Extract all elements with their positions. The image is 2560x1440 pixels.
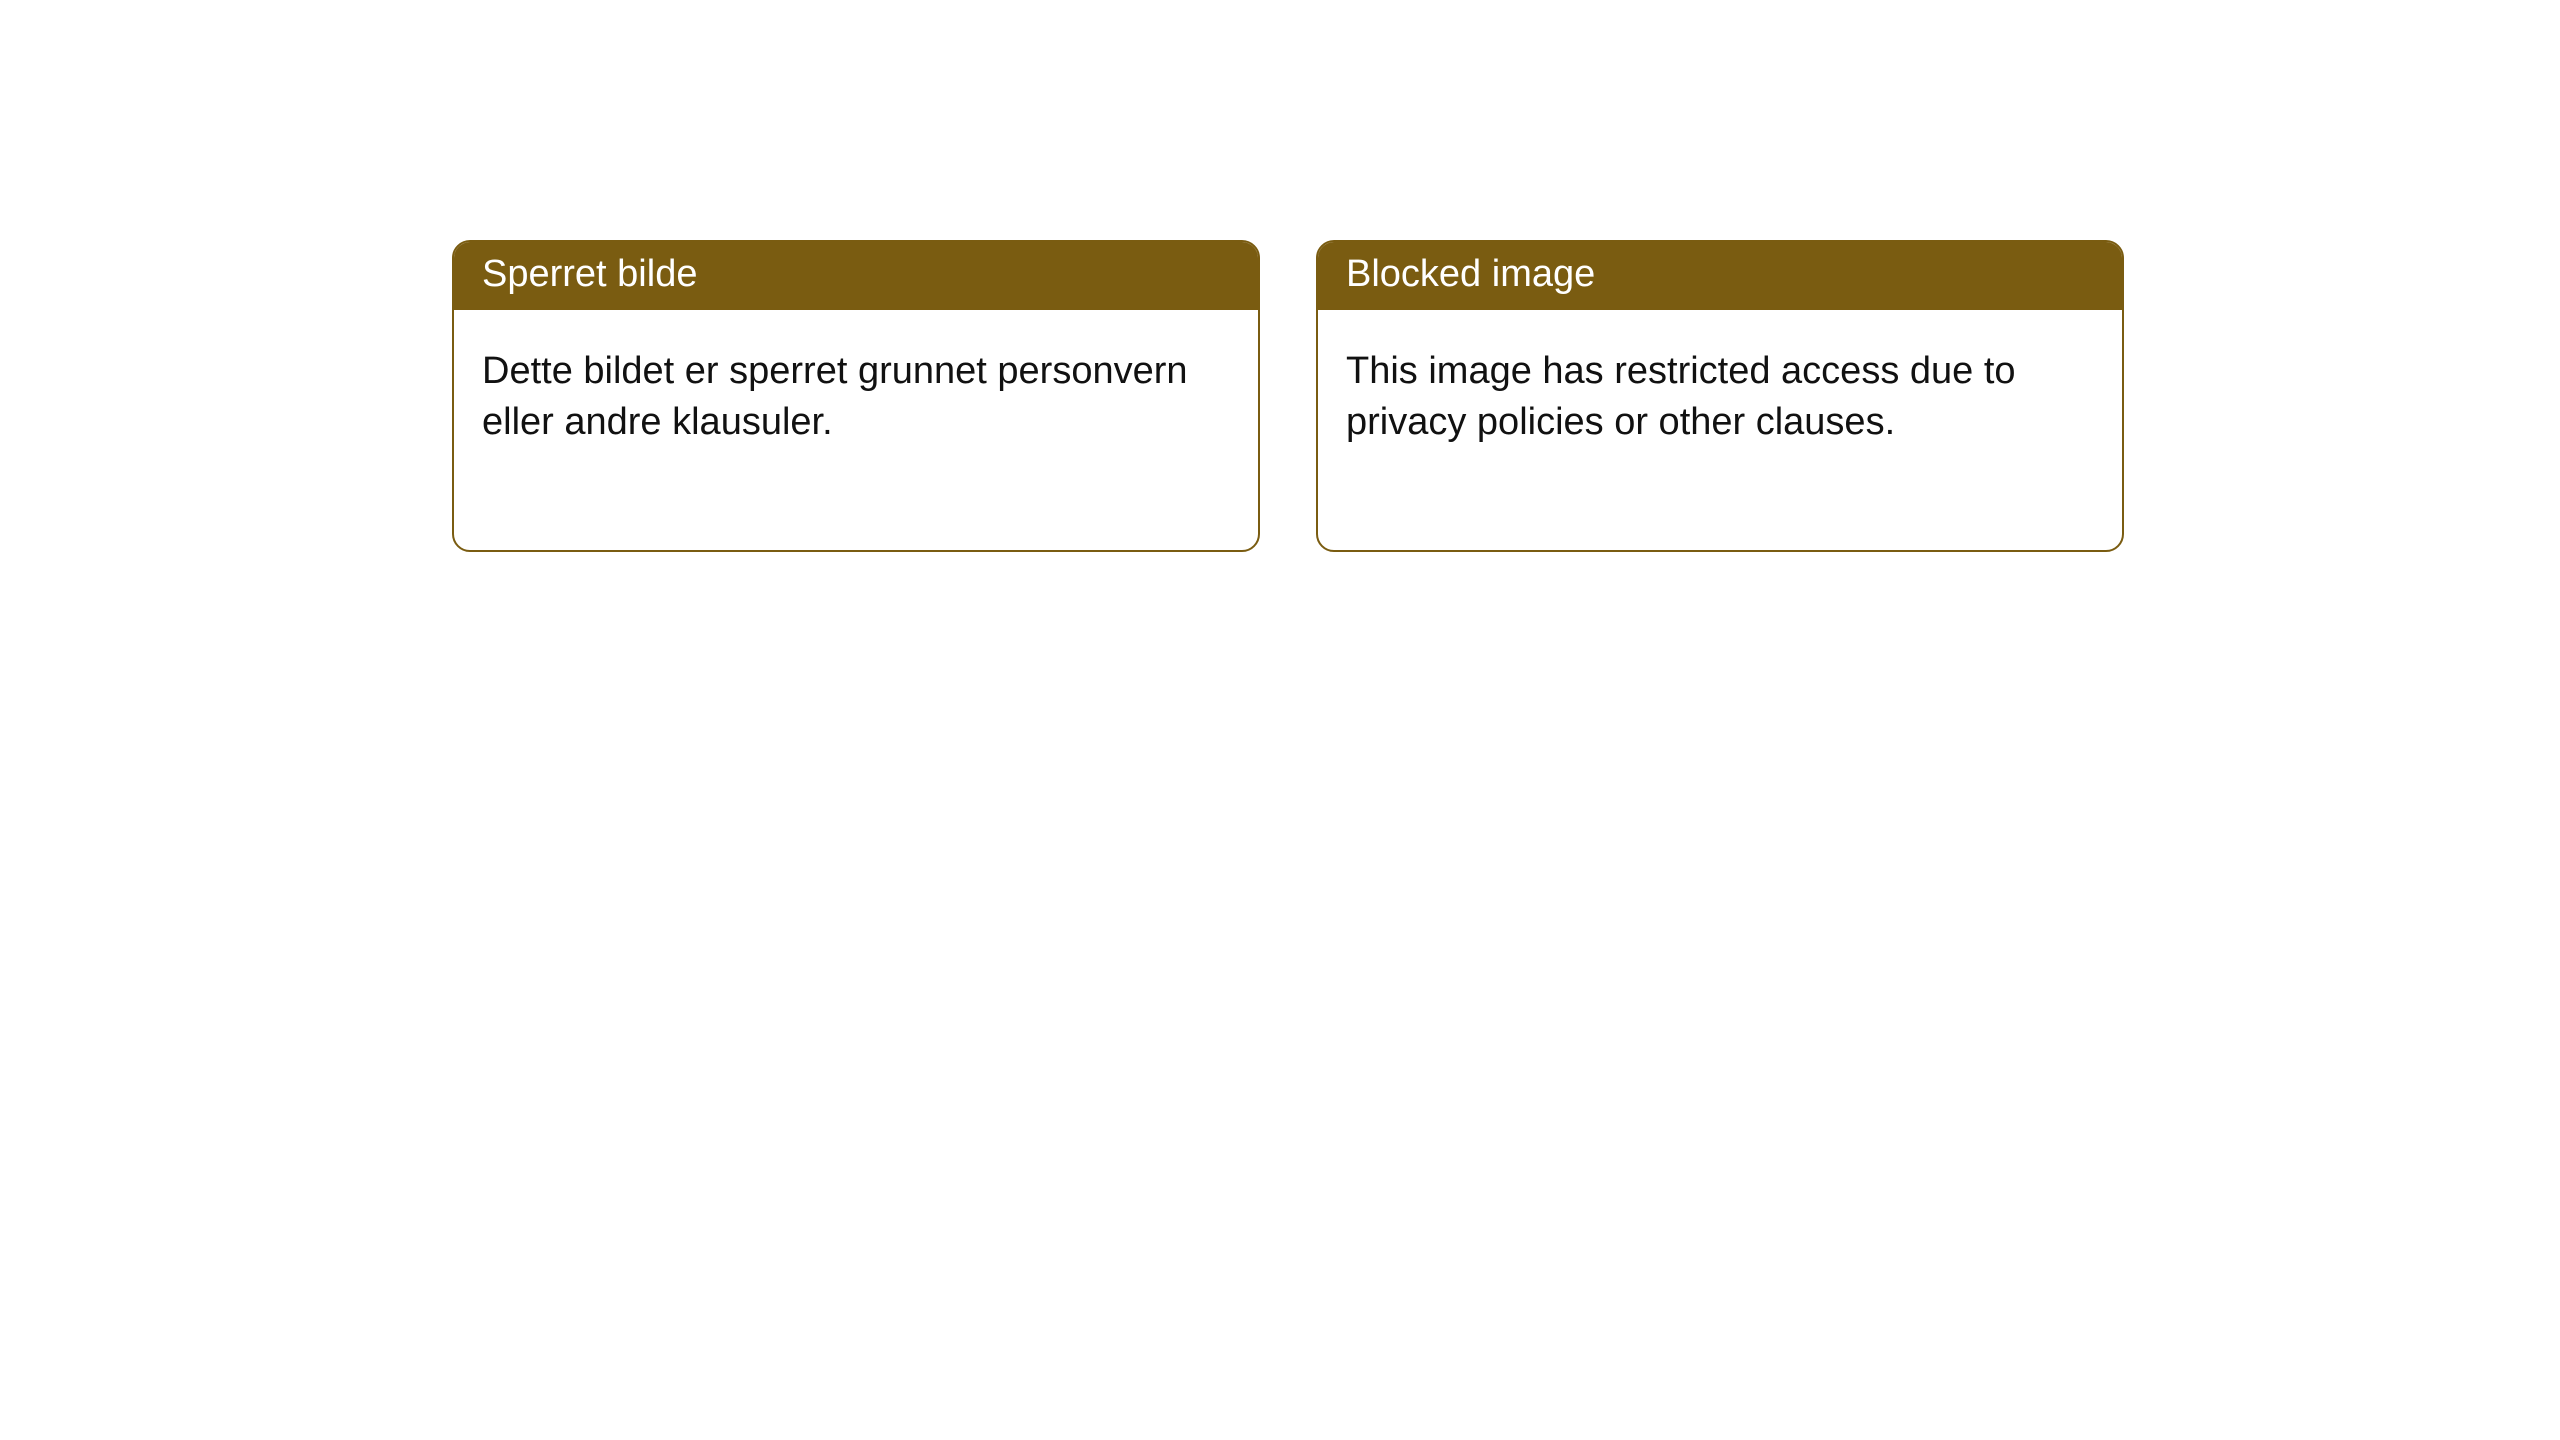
notice-box-english: Blocked image This image has restricted … <box>1316 240 2124 552</box>
notice-body-english: This image has restricted access due to … <box>1318 310 2122 550</box>
notice-title-english: Blocked image <box>1318 242 2122 310</box>
notice-body-norwegian: Dette bildet er sperret grunnet personve… <box>454 310 1258 550</box>
notice-container: Sperret bilde Dette bildet er sperret gr… <box>0 0 2560 552</box>
notice-box-norwegian: Sperret bilde Dette bildet er sperret gr… <box>452 240 1260 552</box>
notice-title-norwegian: Sperret bilde <box>454 242 1258 310</box>
